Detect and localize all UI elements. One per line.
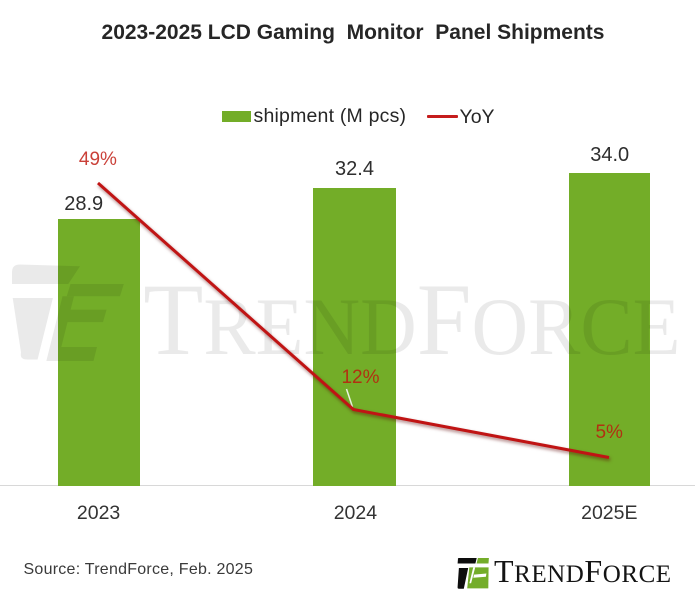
svg-text:TRENDFORCE: TRENDFORCE [494,553,672,589]
